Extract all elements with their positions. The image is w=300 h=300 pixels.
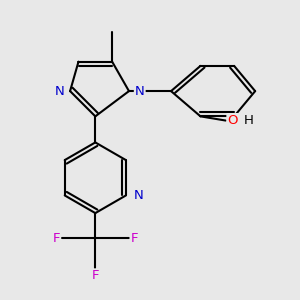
Text: F: F [131, 232, 138, 245]
Text: F: F [92, 269, 99, 283]
Text: O: O [227, 114, 238, 127]
Text: F: F [52, 232, 60, 245]
Text: N: N [135, 85, 145, 98]
Text: H: H [244, 114, 254, 127]
Text: N: N [54, 85, 64, 98]
Text: N: N [134, 189, 143, 202]
